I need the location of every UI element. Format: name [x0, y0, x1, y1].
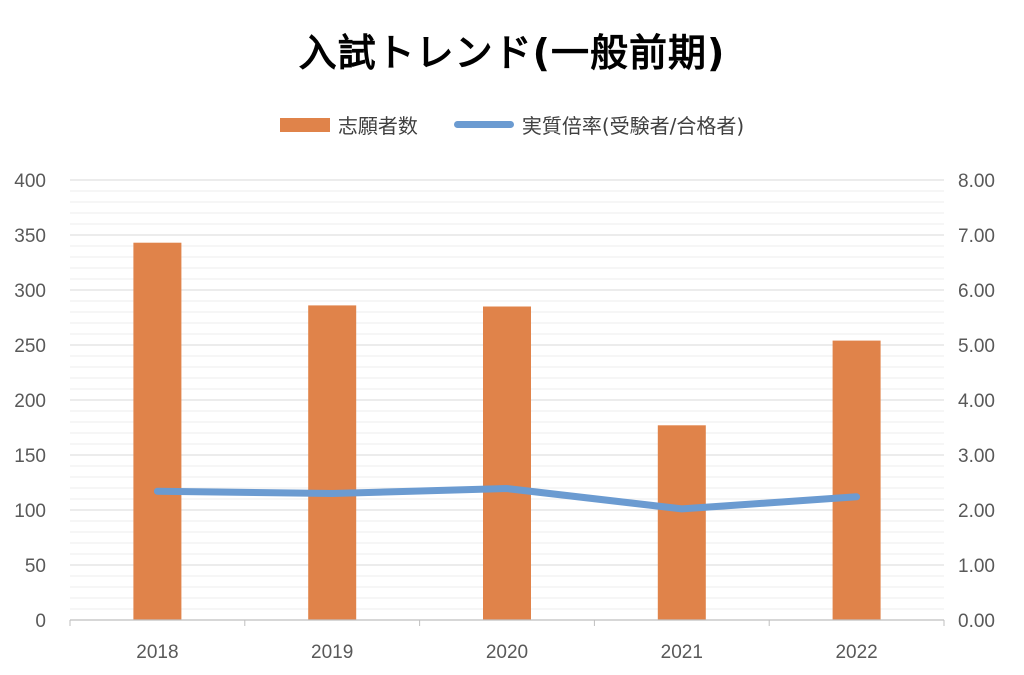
bar-2019 [308, 305, 357, 620]
y-left-tick-label: 150 [14, 446, 46, 467]
bar-2022 [832, 340, 881, 620]
y-left-tick-label: 50 [25, 556, 46, 577]
y-left-tick-label: 100 [14, 501, 46, 522]
y-right-tick-label: 7.00 [958, 226, 995, 247]
legend-item-ratio: 実質倍率(受験者/合格者) [453, 110, 745, 139]
y-right-tick-label: 6.00 [958, 281, 995, 302]
y-left-tick-label: 250 [14, 336, 46, 357]
x-tick-label: 2018 [136, 642, 178, 663]
legend-label-applicants: 志願者数 [337, 114, 418, 138]
bar-2018 [133, 242, 182, 620]
chart-title: 入試トレンド(一般前期) [298, 31, 726, 75]
legend: 志願者数 実質倍率(受験者/合格者) [0, 110, 1024, 139]
x-tick-label: 2021 [661, 642, 703, 663]
y-right-tick-label: 5.00 [958, 336, 995, 357]
y-right-tick-label: 2.00 [958, 501, 995, 522]
y-right-tick-label: 3.00 [958, 446, 995, 467]
y-left-tick-label: 200 [14, 391, 46, 412]
legend-swatch-bar [279, 117, 330, 132]
x-tick-label: 2020 [486, 642, 528, 663]
y-left-tick-label: 0 [35, 611, 46, 632]
legend-item-applicants: 志願者数 [279, 110, 418, 139]
y-right-tick-label: 0.00 [958, 611, 995, 632]
bar-2020 [483, 306, 531, 620]
y-right-tick-label: 8.00 [958, 171, 995, 192]
y-right-tick-label: 4.00 [958, 391, 995, 412]
legend-label-ratio: 実質倍率(受験者/合格者) [521, 114, 745, 138]
y-left-tick-label: 400 [14, 171, 46, 192]
y-right-tick-label: 1.00 [958, 556, 995, 577]
bar-2021 [657, 425, 706, 620]
y-left-tick-label: 300 [14, 281, 46, 302]
legend-swatch-line [453, 121, 514, 128]
x-tick-label: 2022 [835, 642, 877, 663]
y-left-tick-label: 350 [14, 226, 46, 247]
x-tick-label: 2019 [311, 642, 353, 663]
